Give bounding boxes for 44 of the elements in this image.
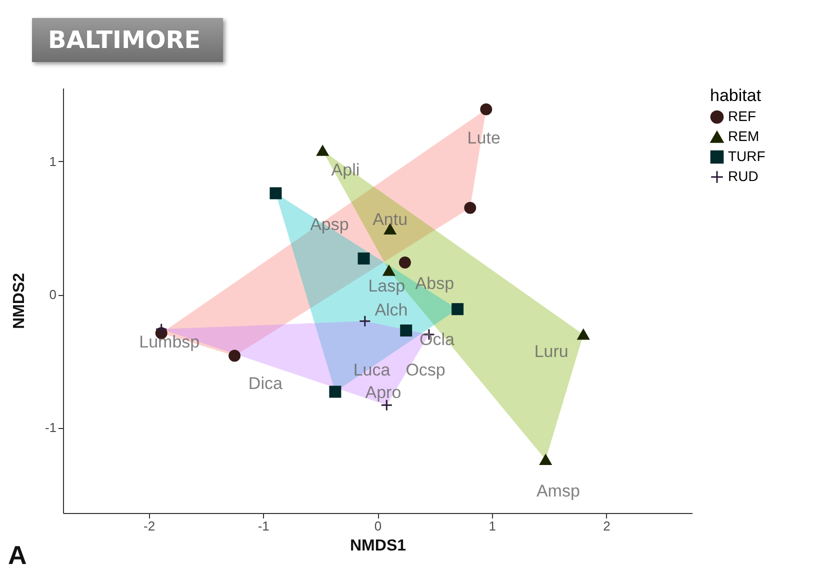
annotation: Antu bbox=[372, 210, 408, 229]
annotation: Dica bbox=[248, 374, 283, 393]
legend-label: TURF bbox=[728, 148, 766, 164]
point bbox=[270, 187, 282, 200]
point bbox=[464, 202, 476, 214]
point bbox=[398, 256, 411, 269]
point bbox=[228, 350, 241, 362]
annotation: Absp bbox=[415, 274, 454, 293]
point bbox=[358, 252, 370, 265]
annotation: Lute bbox=[467, 128, 500, 148]
annotation: Luru bbox=[534, 342, 568, 361]
point bbox=[316, 145, 329, 156]
annotation: Amsp bbox=[536, 482, 580, 501]
x-tick-label: 1 bbox=[488, 518, 496, 534]
legend-label: RUD bbox=[728, 168, 758, 184]
annotation: Ocsp bbox=[406, 360, 446, 380]
x-tick-label: 2 bbox=[603, 518, 610, 534]
annotation: Alch bbox=[374, 300, 408, 320]
legend-title: habitat bbox=[710, 86, 762, 105]
point bbox=[358, 315, 371, 328]
x-tick-label: 0 bbox=[374, 518, 382, 534]
legend-label: REM bbox=[728, 128, 760, 144]
legend-label: REF bbox=[728, 108, 756, 124]
x-axis-title: NMDS1 bbox=[350, 538, 406, 554]
y-axis-title: NMDS2 bbox=[10, 272, 28, 330]
text: A bbox=[8, 540, 27, 571]
point bbox=[577, 329, 590, 340]
x-tick-label: -2 bbox=[143, 518, 156, 534]
annotation: Lumbsp bbox=[139, 332, 200, 352]
point bbox=[480, 103, 492, 116]
point bbox=[540, 454, 552, 465]
point bbox=[400, 324, 412, 336]
annotation: Lasp bbox=[368, 276, 406, 296]
point bbox=[452, 303, 464, 316]
point bbox=[329, 386, 342, 398]
point bbox=[382, 265, 395, 276]
point bbox=[155, 323, 168, 336]
chart-title: BALTIMORE bbox=[32, 18, 223, 62]
annotation: Luca bbox=[353, 360, 391, 380]
y-tick-label: 0 bbox=[49, 287, 56, 302]
x-tick-label: -1 bbox=[258, 518, 270, 534]
y-tick-label: 1 bbox=[49, 154, 56, 169]
y-tick-label: -1 bbox=[44, 420, 56, 436]
annotation: Apro bbox=[365, 383, 402, 402]
